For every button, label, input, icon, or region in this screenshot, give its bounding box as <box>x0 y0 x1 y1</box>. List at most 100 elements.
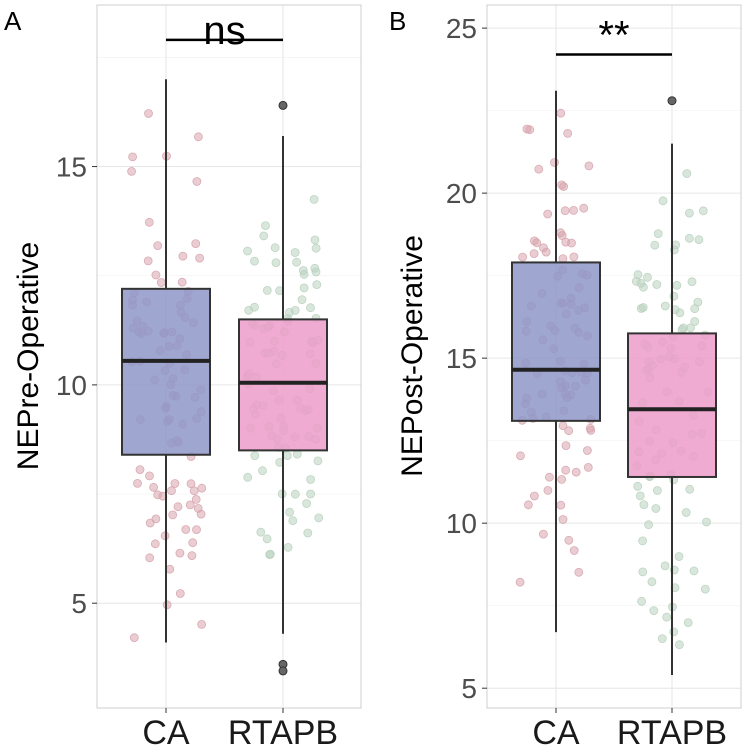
panel-b-point-rtapb <box>660 301 670 311</box>
panel-a-point-rtapb <box>259 231 269 241</box>
panel-a-point-ca <box>193 132 203 142</box>
panel-b-point-ca <box>556 108 566 118</box>
panel-a-point-rtapb <box>310 263 320 273</box>
panel-b-point-ca <box>532 238 542 248</box>
panel-a-point-ca <box>189 486 199 496</box>
panel-b-point-rtapb <box>633 270 643 280</box>
panel-b-significance: ** <box>556 14 672 58</box>
panel-a-point-ca <box>128 152 138 162</box>
panel-b-point-rtapb <box>685 233 694 243</box>
panel-a-point-rtapb <box>290 489 300 499</box>
panel-b-y-ticks: 5 10 15 20 25 <box>446 13 673 713</box>
panel-a-point-rtapb <box>271 258 281 268</box>
panel-a-point-rtapb <box>313 456 323 466</box>
panel-b-point-rtapb <box>669 627 679 637</box>
panel-b-point-ca <box>564 426 574 436</box>
panel-a-point-ca <box>145 518 155 528</box>
panel-a-y-tick-label: 15 <box>56 152 87 183</box>
panel-a-point-ca <box>156 278 166 287</box>
panel-a-point-rtapb <box>299 283 309 293</box>
panel-a-point-ca <box>191 494 201 504</box>
panel-b-point-ca <box>550 158 559 167</box>
panel-a-point-rtapb <box>310 235 320 245</box>
panel-a-point-rtapb <box>290 305 300 315</box>
panel-b-point-rtapb <box>675 640 684 650</box>
panel-a-point-rtapb <box>314 513 324 523</box>
panel-b-point-rtapb <box>652 280 662 289</box>
panel-a-rtapb-outlier <box>278 666 288 676</box>
panel-a-rtapb-outlier <box>278 100 288 110</box>
panel-a-point-ca <box>173 502 183 512</box>
panel-b-y-tick-label: 10 <box>446 508 477 539</box>
panel-b-point-rtapb <box>658 196 668 206</box>
panel-b-point-ca <box>561 465 571 475</box>
panel-a-point-ca <box>162 600 172 610</box>
panel-b-point-rtapb <box>647 577 657 587</box>
panel-a-tag: A <box>4 6 22 36</box>
panel-b-point-rtapb <box>679 323 688 333</box>
panel-b-point-rtapb <box>644 520 653 530</box>
panel-b-y-tick-label: 20 <box>446 178 477 209</box>
panel-a-point-rtapb <box>282 451 292 461</box>
panel-a-point-rtapb <box>290 248 300 257</box>
panel-a-x-tick-rtapb: RTAPB <box>228 714 338 752</box>
panel-a-boxes <box>121 79 328 676</box>
panel-a-point-ca <box>181 525 191 534</box>
panel-a-point-rtapb <box>270 243 280 253</box>
panel-b-point-rtapb <box>635 491 645 501</box>
panel-a-point-rtapb <box>306 489 316 499</box>
panel-b-point-ca <box>545 472 554 482</box>
panel-b-ca-box <box>511 261 601 422</box>
panel-b-point-ca <box>571 467 581 477</box>
panel-a-point-rtapb <box>311 243 321 253</box>
panel-b-point-ca <box>558 254 568 264</box>
panel-b-point-ca <box>586 425 596 435</box>
panel-b-point-ca <box>530 491 539 501</box>
panel-b-point-ca <box>515 577 525 587</box>
panel-b-point-ca <box>561 237 571 247</box>
panel-b-point-rtapb <box>657 634 667 643</box>
panel-a-point-rtapb <box>250 451 260 461</box>
panel-a-ca-box <box>121 287 211 456</box>
panel-b-point-ca <box>556 500 566 510</box>
panel-a-point-rtapb <box>309 194 319 204</box>
panel-b-x-tick-rtapb: RTAPB <box>617 714 727 752</box>
panel-b-point-rtapb <box>653 486 662 495</box>
panel-b-point-ca <box>583 446 592 455</box>
panel-a-y-tick-label: 10 <box>56 370 87 401</box>
panel-a-significance: ns <box>166 9 283 53</box>
panel-b-point-rtapb <box>653 229 663 239</box>
panel-b-rtapb-box <box>627 332 717 478</box>
panel-b-rtapb-outlier <box>667 96 677 106</box>
panel-b-point-ca <box>584 161 594 171</box>
panel-a-point-ca <box>167 486 176 496</box>
panel-a-border <box>96 4 362 709</box>
panel-b-point-rtapb <box>687 277 697 287</box>
panel-a-point-rtapb <box>265 550 275 559</box>
panel-a-point-ca <box>153 241 163 251</box>
panel-b-ylabel: NEPost-Operative <box>396 235 429 477</box>
panel-a-point-ca <box>144 109 153 118</box>
panel-a-y-tick-label: 5 <box>71 588 87 619</box>
panel-b-point-ca <box>569 205 578 215</box>
panel-b-point-rtapb <box>681 508 691 517</box>
panel-b-point-rtapb <box>682 169 692 178</box>
panel-b-point-rtapb <box>694 235 704 245</box>
panel-a-point-rtapb <box>243 246 252 256</box>
panel-b-x-ticks: CA RTAPB <box>532 714 727 752</box>
panel-b-point-ca <box>583 462 593 472</box>
panel-b-point-ca <box>560 206 570 216</box>
panel-a-point-rtapb <box>306 303 315 313</box>
panel-a-point-rtapb <box>297 295 307 305</box>
panel-a-point-ca <box>197 620 207 629</box>
panel-b-point-ca <box>516 451 525 461</box>
panel-a-point-ca <box>144 217 154 227</box>
panel-b-point-ca <box>558 515 568 524</box>
panel-a-point-rtapb <box>288 516 298 526</box>
panel-a-point-ca <box>143 256 153 266</box>
panel-a-point-ca <box>177 277 187 287</box>
panel-b-point-rtapb <box>638 567 648 577</box>
panel-b-point-ca <box>529 249 539 259</box>
panel-a-point-ca <box>187 551 197 560</box>
panel-a-ylabel: NEPre-Operative <box>12 242 45 470</box>
